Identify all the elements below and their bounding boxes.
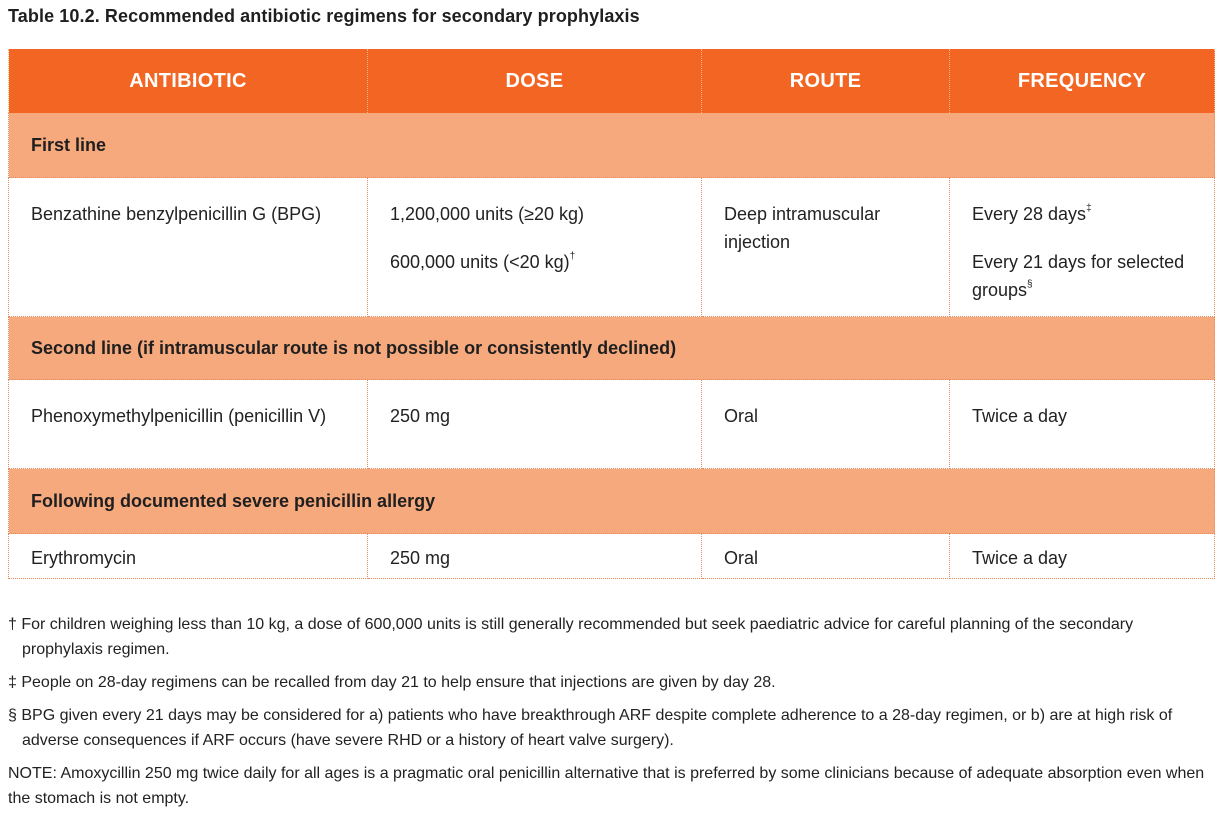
- cell-route: Oral: [701, 533, 950, 579]
- cell-antibiotic: Phenoxymethylpenicillin (penicillin V): [8, 379, 368, 469]
- footnotes: † For children weighing less than 10 kg,…: [8, 612, 1208, 819]
- column-header-route: ROUTE: [701, 49, 950, 113]
- cell-route: Deep intramuscular injection: [701, 177, 950, 317]
- column-header-dose: DOSE: [367, 49, 702, 113]
- cell-dose: 250 mg: [367, 379, 702, 469]
- section-row-second-line: Second line (if intramuscular route is n…: [8, 316, 1215, 380]
- dose-line: 600,000 units (<20 kg)†: [390, 248, 681, 276]
- frequency-text: Every 21 days for selected groups: [972, 252, 1185, 300]
- cell-dose: 250 mg: [367, 533, 702, 579]
- frequency-line: Every 21 days for selected groups§: [972, 248, 1194, 304]
- regimen-table: ANTIBIOTIC DOSE ROUTE FREQUENCY First li…: [8, 49, 1215, 579]
- footnote-note: NOTE: Amoxycillin 250 mg twice daily for…: [8, 765, 1205, 807]
- frequency-text: Every 28 days: [972, 204, 1087, 224]
- cell-dose: 1,200,000 units (≥20 kg) 600,000 units (…: [367, 177, 702, 317]
- footnote-section: § BPG given every 21 days may be conside…: [8, 707, 1173, 749]
- header-row: ANTIBIOTIC DOSE ROUTE FREQUENCY: [8, 49, 1215, 113]
- dose-line: 1,200,000 units (≥20 kg): [390, 204, 585, 224]
- column-header-frequency: FREQUENCY: [949, 49, 1215, 113]
- footnote-mark: ‡: [1086, 203, 1092, 214]
- cell-frequency: Twice a day: [949, 379, 1215, 469]
- table-row: Phenoxymethylpenicillin (penicillin V) 2…: [8, 379, 1215, 469]
- footnote-mark: †: [569, 251, 576, 262]
- column-header-antibiotic: ANTIBIOTIC: [8, 49, 368, 113]
- table-row: Benzathine benzylpenicillin G (BPG) 1,20…: [8, 177, 1215, 317]
- section-row-first-line: First line: [8, 113, 1215, 178]
- section-heading: First line: [8, 113, 1215, 178]
- table-row: Erythromycin 250 mg Oral Twice a day: [8, 533, 1215, 579]
- footnote-dagger: † For children weighing less than 10 kg,…: [8, 616, 1134, 658]
- cell-antibiotic: Benzathine benzylpenicillin G (BPG): [8, 177, 368, 317]
- footnote-double-dagger: ‡ People on 28-day regimens can be recal…: [8, 674, 776, 691]
- cell-antibiotic: Erythromycin: [8, 533, 368, 579]
- section-heading: Following documented severe penicillin a…: [8, 468, 1215, 534]
- section-row-allergy: Following documented severe penicillin a…: [8, 468, 1215, 534]
- dose-text: 600,000 units (<20 kg): [390, 252, 570, 272]
- cell-route: Oral: [701, 379, 950, 469]
- footnote-mark: §: [1027, 279, 1033, 290]
- cell-frequency: Twice a day: [949, 533, 1215, 579]
- table-title: Table 10.2. Recommended antibiotic regim…: [8, 6, 640, 26]
- section-heading: Second line (if intramuscular route is n…: [8, 316, 1215, 380]
- cell-frequency: Every 28 days‡ Every 21 days for selecte…: [949, 177, 1215, 317]
- frequency-line: Every 28 days‡: [972, 200, 1194, 228]
